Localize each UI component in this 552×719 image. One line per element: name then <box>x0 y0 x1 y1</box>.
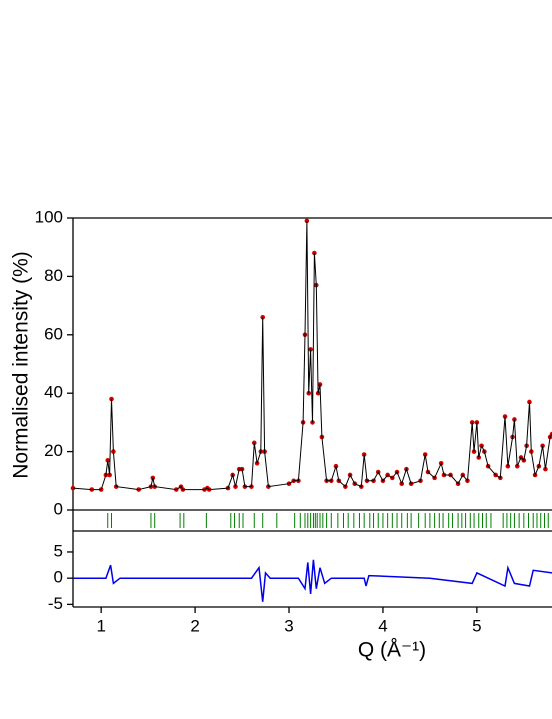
y-tick-label: 100 <box>35 207 63 226</box>
x-tick-label: 2 <box>190 616 199 635</box>
difference-line <box>73 559 552 602</box>
y2-tick-label: 5 <box>54 541 63 560</box>
x-tick-label: 1 <box>96 616 105 635</box>
observed-point <box>260 314 266 320</box>
y2-tick-label: -5 <box>48 594 63 613</box>
y-tick-label: 80 <box>44 266 63 285</box>
observed-point <box>527 399 532 405</box>
observed-point <box>502 414 508 419</box>
y-tick-label: 0 <box>54 499 63 518</box>
x-axis-label: Q (Å⁻¹) <box>358 639 426 662</box>
x-tick-label: 3 <box>284 616 293 635</box>
y-tick-label: 40 <box>44 383 63 402</box>
x-tick-label: 4 <box>378 616 387 635</box>
y2-tick-label: 0 <box>54 568 63 587</box>
y-tick-label: 20 <box>44 441 63 460</box>
calculated-line <box>72 220 552 491</box>
y-tick-label: 60 <box>44 324 63 343</box>
x-tick-label: 5 <box>472 616 481 635</box>
y-axis-label: Normalised intensity (%) <box>10 251 33 479</box>
